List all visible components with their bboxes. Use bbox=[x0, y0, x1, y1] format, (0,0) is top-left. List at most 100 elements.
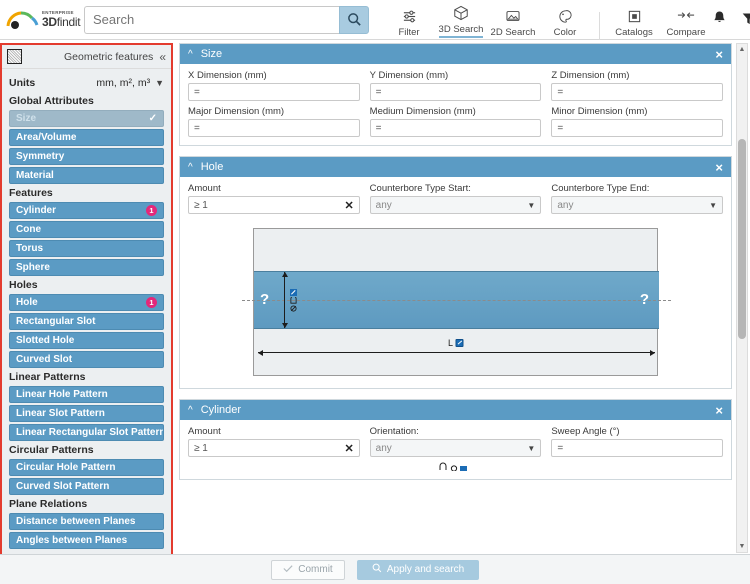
panel-hole-header[interactable]: ^ Hole × bbox=[180, 157, 731, 177]
panel-hole-title: Hole bbox=[200, 161, 224, 173]
drawing-left-marker[interactable]: ? bbox=[260, 291, 270, 308]
grid-panel-icon[interactable] bbox=[7, 49, 22, 64]
chevron-down-icon[interactable]: ▼ bbox=[527, 443, 536, 453]
tab-catalogs-label: Catalogs bbox=[615, 26, 653, 38]
apply-and-search-label: Apply and search bbox=[386, 564, 465, 575]
panel-cylinder-body: Amount ≥ 1 ✕ Orientation: any ▼ Sweep An… bbox=[180, 420, 731, 479]
field-hole-amount-label: Amount bbox=[188, 183, 221, 194]
field-counterbore-start-select[interactable]: any ▼ bbox=[369, 196, 542, 214]
sidebar-item-cone[interactable]: Cone bbox=[9, 221, 164, 238]
sidebar-item-torus[interactable]: Torus bbox=[9, 240, 164, 257]
commit-button[interactable]: Commit bbox=[271, 559, 345, 580]
chevron-up-icon[interactable]: ^ bbox=[188, 161, 193, 173]
field-medium-dimension-input[interactable]: = bbox=[369, 119, 542, 137]
cylinder-drawing-partial[interactable] bbox=[188, 457, 723, 471]
units-row[interactable]: Units mm, m², m³ ▼ bbox=[9, 74, 164, 92]
field-medium-dimension-label: Medium Dimension (mm) bbox=[369, 106, 476, 117]
field-counterbore-end-select[interactable]: any ▼ bbox=[551, 196, 724, 214]
chevron-double-left-icon[interactable]: « bbox=[159, 49, 166, 64]
logo-name: 3Dfindit bbox=[42, 14, 81, 29]
panel-cylinder-title: Cylinder bbox=[200, 404, 242, 416]
sidebar-item-size[interactable]: Size ✓ bbox=[9, 110, 164, 127]
tab-color[interactable]: Color bbox=[539, 2, 591, 40]
field-hole-amount-input[interactable]: ≥ 1 ✕ bbox=[188, 196, 360, 214]
edit-pencil-icon[interactable] bbox=[290, 289, 297, 296]
field-major-dimension-input[interactable]: = bbox=[188, 119, 360, 137]
sidebar-item-slotted-hole[interactable]: Slotted Hole bbox=[9, 332, 164, 349]
status-badge: 1 bbox=[146, 297, 157, 308]
sidebar-item-sphere[interactable]: Sphere bbox=[9, 259, 164, 276]
sidebar-item-area-volume[interactable]: Area/Volume bbox=[9, 129, 164, 146]
search-input[interactable] bbox=[84, 5, 339, 34]
search-button[interactable] bbox=[339, 5, 369, 34]
app-logo[interactable]: ENTERPRISE 3Dfindit bbox=[0, 9, 81, 31]
sidebar-item-material[interactable]: Material bbox=[9, 167, 164, 184]
field-sweep-angle-input[interactable]: = bbox=[551, 439, 724, 457]
sidebar-item-linear-slot-pattern[interactable]: Linear Slot Pattern bbox=[9, 405, 164, 422]
field-x-dimension: X Dimension (mm) = bbox=[188, 70, 360, 101]
scroll-up-arrow[interactable]: ▲ bbox=[738, 46, 746, 53]
sidebar-item-label: Curved Slot Pattern bbox=[16, 481, 110, 492]
sidebar-item-symmetry[interactable]: Symmetry bbox=[9, 148, 164, 165]
field-z-dimension-input[interactable]: = bbox=[551, 83, 724, 101]
cube-icon bbox=[453, 5, 469, 22]
sidebar-item-circular-hole-pattern[interactable]: Circular Hole Pattern bbox=[9, 459, 164, 476]
chevron-down-icon[interactable]: ▼ bbox=[527, 200, 536, 210]
chevron-up-icon[interactable]: ^ bbox=[188, 48, 193, 60]
edit-pencil-icon[interactable] bbox=[455, 339, 464, 347]
chevron-down-icon[interactable]: ▼ bbox=[709, 200, 718, 210]
check-icon bbox=[283, 564, 293, 576]
logo-swoosh-icon bbox=[6, 9, 40, 31]
sidebar-item-distance-between-planes[interactable]: Distance between Planes bbox=[9, 513, 164, 530]
field-medium-dimension: Medium Dimension (mm) = bbox=[369, 106, 542, 137]
panel-cylinder-header[interactable]: ^ Cylinder × bbox=[180, 400, 731, 420]
tab-compare[interactable]: Compare bbox=[660, 2, 712, 40]
field-cylinder-orientation-select[interactable]: any ▼ bbox=[369, 439, 542, 457]
clear-icon[interactable]: ✕ bbox=[344, 199, 354, 212]
field-y-dimension-input[interactable]: = bbox=[369, 83, 542, 101]
sidebar-item-curved-slot-pattern[interactable]: Curved Slot Pattern bbox=[9, 478, 164, 495]
field-x-dimension-input[interactable]: = bbox=[188, 83, 360, 101]
funnel-icon[interactable] bbox=[741, 11, 750, 29]
tab-catalogs[interactable]: Catalogs bbox=[608, 2, 660, 40]
drawing-length-label[interactable]: L bbox=[444, 338, 467, 348]
sidebar-group-title: Global Attributes bbox=[9, 95, 94, 107]
close-icon[interactable]: × bbox=[715, 159, 723, 175]
image-icon bbox=[505, 8, 521, 25]
panel-size-header[interactable]: ^ Size × bbox=[180, 44, 731, 64]
diameter-icon[interactable] bbox=[290, 305, 297, 312]
tab-2d-search[interactable]: 2D Search bbox=[487, 2, 539, 40]
sidebar-item-label: Circular Hole Pattern bbox=[16, 462, 116, 473]
sidebar-item-linear-hole-pattern[interactable]: Linear Hole Pattern bbox=[9, 386, 164, 403]
main-vertical-scrollbar[interactable]: ▲ ▼ bbox=[736, 43, 748, 553]
tab-filter[interactable]: Filter bbox=[383, 2, 435, 40]
drawing-vertical-dimension bbox=[282, 272, 288, 328]
bell-icon[interactable] bbox=[712, 10, 727, 29]
sidebar-item-linear-rectangular-slot-pattern[interactable]: Linear Rectangular Slot Pattern bbox=[9, 424, 164, 441]
tab-3d-search-label: 3D Search bbox=[438, 24, 484, 38]
top-toolbar: ENTERPRISE 3Dfindit bbox=[0, 0, 750, 40]
tab-3d-search[interactable]: 3D Search bbox=[435, 2, 487, 40]
shape-icon[interactable] bbox=[290, 297, 297, 304]
drawing-right-marker[interactable]: ? bbox=[639, 291, 649, 308]
sidebar-item-angles-between-planes[interactable]: Angles between Planes bbox=[9, 532, 164, 549]
hole-technical-drawing[interactable]: ? ? L bbox=[242, 228, 671, 376]
close-icon[interactable]: × bbox=[715, 46, 723, 62]
chevron-up-icon[interactable]: ^ bbox=[188, 404, 193, 416]
apply-and-search-button[interactable]: Apply and search bbox=[357, 559, 479, 580]
chevron-down-icon[interactable]: ▼ bbox=[155, 78, 164, 88]
sidebar-title: Geometric features bbox=[64, 50, 154, 63]
field-cylinder-amount-input[interactable]: ≥ 1 ✕ bbox=[188, 439, 360, 457]
scroll-down-arrow[interactable]: ▼ bbox=[738, 543, 746, 550]
sidebar-group-title: Holes bbox=[9, 279, 38, 291]
panel-size-title: Size bbox=[200, 48, 223, 60]
sidebar-item-rectangular-slot[interactable]: Rectangular Slot bbox=[9, 313, 164, 330]
close-icon[interactable]: × bbox=[715, 402, 723, 418]
clear-icon[interactable]: ✕ bbox=[344, 442, 354, 455]
sidebar-item-curved-slot[interactable]: Curved Slot bbox=[9, 351, 164, 368]
sidebar-item-hole[interactable]: Hole 1 bbox=[9, 294, 164, 311]
field-minor-dimension-input[interactable]: = bbox=[551, 119, 724, 137]
drawing-horizontal-dimension bbox=[258, 350, 655, 356]
sidebar-item-cylinder[interactable]: Cylinder 1 bbox=[9, 202, 164, 219]
scrollbar-thumb[interactable] bbox=[738, 139, 746, 339]
